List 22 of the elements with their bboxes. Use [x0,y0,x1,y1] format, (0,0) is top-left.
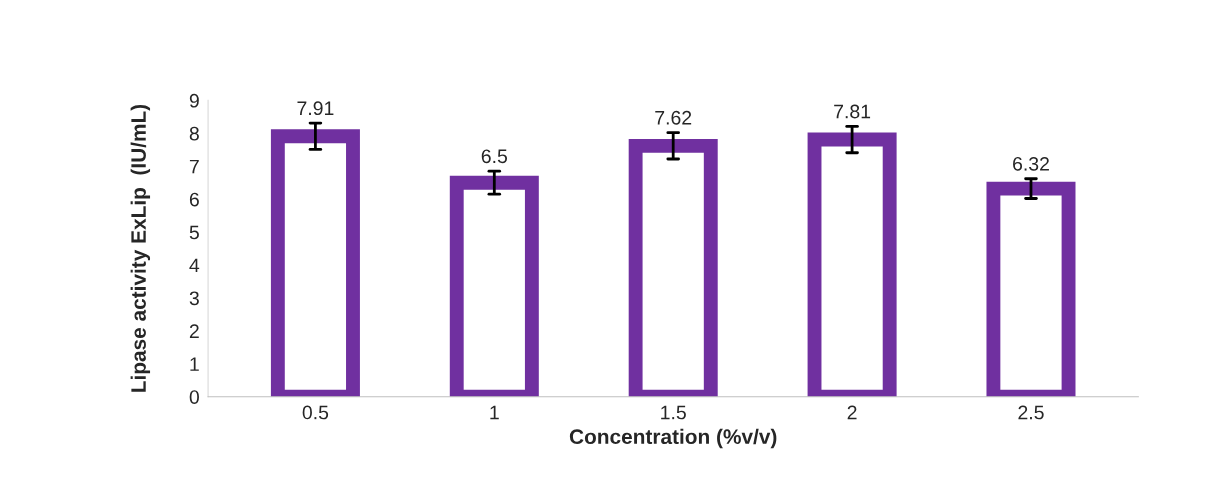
y-axis-title: Lipase activity ExLip (IU/mL) [130,104,151,392]
data-label: 6.5 [481,149,508,164]
data-label: 7.81 [834,104,871,119]
data-label: 7.62 [655,110,692,125]
y-tick-label: 3 [189,291,199,306]
x-tick-label: 2 [847,405,857,420]
y-tick-label: 8 [189,126,199,141]
x-tick-label: 1.5 [661,405,686,420]
x-axis-title: Concentration (%v/v) [569,428,777,449]
y-tick-label: 7 [189,159,199,174]
x-tick-label: 1 [490,405,499,420]
y-tick-label: 2 [189,324,199,338]
data-label: 6.32 [1013,156,1049,171]
y-tick-label: 0 [189,390,199,404]
x-tick-label: 0.5 [302,405,329,420]
y-tick-label: 5 [189,225,199,240]
y-tick-label: 6 [189,192,199,207]
x-tick-label: 2.5 [1018,405,1044,420]
y-tick-label: 4 [189,258,200,273]
y-tick-label: 1 [190,357,199,371]
y-tick-label: 9 [189,93,199,108]
data-label: 7.91 [297,101,334,116]
